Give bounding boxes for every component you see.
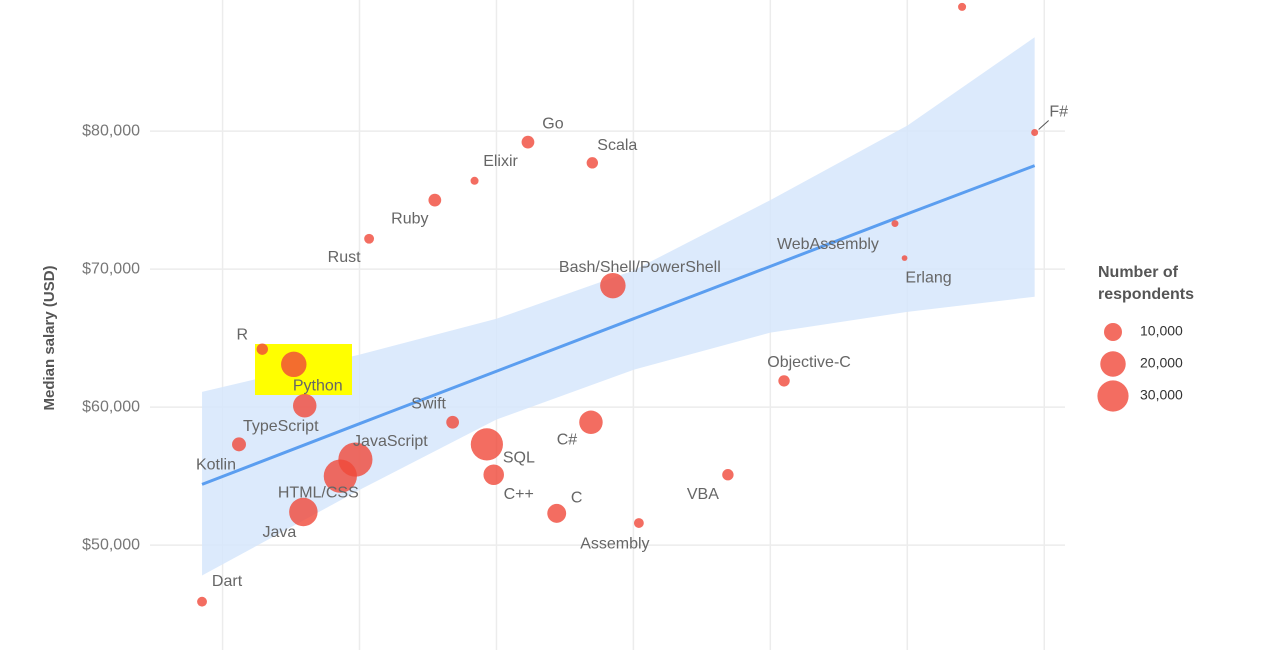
point-label: VBA <box>687 486 719 503</box>
point-label: Rust <box>328 249 361 266</box>
point <box>633 518 644 528</box>
point-label: WebAssembly <box>777 236 879 253</box>
point <box>364 233 375 244</box>
point <box>891 220 899 228</box>
point-label: Assembly <box>580 535 649 552</box>
point-label: Objective-C <box>767 354 851 371</box>
point <box>547 503 567 523</box>
point <box>293 393 317 418</box>
point <box>281 351 307 378</box>
points: Dart R Python TypeScript Kotlin JavaScript HTM… <box>196 2 1068 607</box>
point-label: Java <box>262 524 296 541</box>
point <box>470 428 503 461</box>
point <box>586 157 599 169</box>
legend-title: Number of respondents <box>1098 264 1194 303</box>
point <box>579 410 603 435</box>
confidence-band <box>202 37 1035 576</box>
point <box>1031 128 1039 136</box>
point <box>289 497 318 527</box>
point <box>428 193 442 207</box>
point-label: Erlang <box>905 269 951 286</box>
legend-label: 10,000 <box>1140 323 1183 339</box>
legend: 10,000 20,000 30,000 <box>1097 323 1183 412</box>
label-connector <box>1038 120 1049 130</box>
point <box>901 255 908 261</box>
y-tick-label: $50,000 <box>82 536 140 553</box>
point-label: C++ <box>504 486 534 503</box>
trend-layer <box>201 37 1036 576</box>
trend-line <box>201 164 1036 486</box>
point-label: JavaScript <box>353 433 428 450</box>
point-label: Go <box>542 115 563 132</box>
point <box>197 596 207 607</box>
legend-label: 20,000 <box>1140 355 1183 371</box>
point-label: F# <box>1049 104 1068 121</box>
point <box>722 469 734 481</box>
point-label: Scala <box>597 137 637 154</box>
point-label: Dart <box>212 573 243 590</box>
legend-swatch <box>1100 351 1126 377</box>
point-label: Bash/Shell/PowerShell <box>559 259 721 276</box>
y-tick-label: $60,000 <box>82 398 140 415</box>
point-label: C <box>571 490 583 507</box>
point <box>323 459 357 493</box>
point-label: C# <box>557 432 578 449</box>
point-label: SQL <box>503 450 535 467</box>
point <box>778 375 790 387</box>
point <box>483 464 504 485</box>
point <box>600 272 626 299</box>
point-label: R <box>237 326 249 343</box>
point-label: Python <box>293 378 343 395</box>
point <box>470 176 479 185</box>
point <box>521 135 535 149</box>
point-label: HTML/CSS <box>278 484 359 501</box>
point-label: Swift <box>411 396 446 413</box>
point <box>256 343 268 355</box>
point-label: TypeScript <box>243 418 319 435</box>
legend-label: 30,000 <box>1140 387 1183 403</box>
y-tick-label: $80,000 <box>82 122 140 139</box>
point <box>446 415 460 429</box>
point-label: Kotlin <box>196 457 236 474</box>
y-axis-title: Median salary (USD) <box>41 265 58 410</box>
point-label: Elixir <box>483 153 518 170</box>
point-label: Ruby <box>391 210 428 227</box>
point <box>958 2 967 11</box>
point <box>232 437 246 452</box>
y-tick-label: $70,000 <box>82 260 140 277</box>
legend-swatch <box>1104 323 1122 341</box>
legend-swatch <box>1097 380 1129 412</box>
